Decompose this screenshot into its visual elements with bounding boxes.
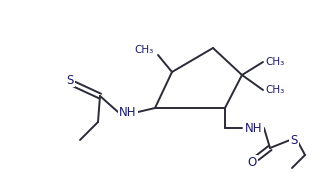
Text: O: O xyxy=(247,155,257,169)
Text: NH: NH xyxy=(245,121,263,135)
Text: NH: NH xyxy=(119,105,137,118)
Text: CH₃: CH₃ xyxy=(135,45,154,55)
Text: CH₃: CH₃ xyxy=(265,85,284,95)
Text: S: S xyxy=(290,134,298,146)
Text: CH₃: CH₃ xyxy=(265,57,284,67)
Text: S: S xyxy=(66,73,74,86)
